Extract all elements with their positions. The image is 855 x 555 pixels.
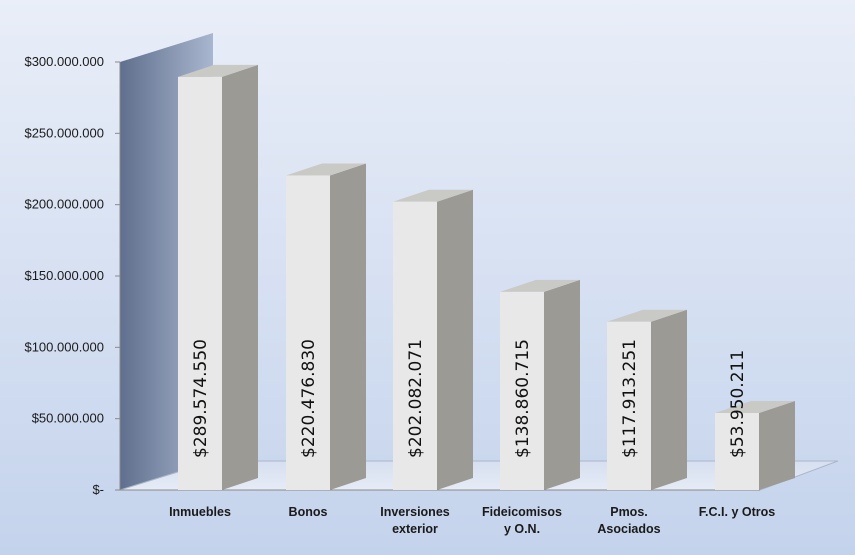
bar-front [178,76,222,490]
y-tick-label: $100.000.000 [24,339,104,354]
category-label: Inmuebles [169,505,231,519]
bar-5 [607,309,687,490]
bar-top [393,189,473,202]
bar-front [500,291,544,490]
bar-top [500,279,580,292]
bar-side [222,64,258,490]
bar-side [759,401,795,490]
bar-side [651,309,687,490]
data-label: $202.082.071 [406,339,426,458]
data-label: $117.913.251 [620,339,640,458]
bar-top [715,401,795,414]
category-label: Fideicomisos y O.N. [482,505,562,536]
data-label: $53.950.211 [728,350,748,458]
bar-front [393,201,437,491]
bar-front [286,175,330,490]
y-tick-label: $50.000.000 [32,411,104,426]
category-label: Inversiones exterior [380,505,450,536]
bar-front [607,321,651,490]
bar-3 [393,189,473,491]
bar-2 [286,163,366,490]
y-tick-label: $- [92,482,104,497]
bar-4 [500,279,580,490]
bar-side [544,279,580,490]
bar-front [715,413,759,490]
y-tick-label: $250.000.000 [24,125,104,140]
y-tick-label: $300.000.000 [24,54,104,69]
bar-6 [715,401,795,490]
category-label: Pmos. Asociados [597,505,660,536]
bar-side [437,189,473,491]
bar-top [178,64,258,77]
category-label: F.C.I. y Otros [699,505,775,519]
data-label: $138.860.715 [513,339,533,458]
category-label: Bonos [289,505,328,519]
bar-top [607,309,687,322]
y-tick-label: $200.000.000 [24,197,104,212]
bar-1 [178,64,258,490]
data-label: $220.476.830 [299,339,319,458]
data-label: $289.574.550 [191,339,211,458]
bar-side [330,163,366,490]
bar-top [286,163,366,176]
y-tick-label: $150.000.000 [24,268,104,283]
